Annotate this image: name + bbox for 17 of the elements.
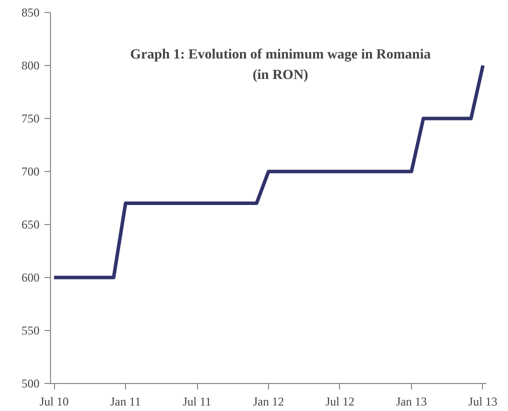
y-tick-label: 850 xyxy=(22,6,40,20)
y-tick-label: 800 xyxy=(22,58,40,72)
x-tick-label: Jan 11 xyxy=(110,394,141,408)
x-tick-label: Jan 13 xyxy=(396,394,427,408)
y-tick-label: 550 xyxy=(22,324,40,338)
text: Graph 1: Evolution of minimum wage in Romania (in RON) xyxy=(130,48,431,84)
x-tick-label: Jul 13 xyxy=(468,394,498,408)
x-tick-label: Jul 12 xyxy=(325,394,354,408)
line-series xyxy=(52,64,485,280)
y-tick-label: 650 xyxy=(22,218,40,232)
y-tick-label: 700 xyxy=(22,164,40,178)
y-tick-label: 600 xyxy=(22,270,40,284)
y-tick-label: 750 xyxy=(22,112,40,126)
x-tick-label: Jul 11 xyxy=(182,394,212,408)
y-tick-label: 500 xyxy=(22,376,40,390)
x-tick-label: Jan 12 xyxy=(253,394,284,408)
x-tick-label: Jul 10 xyxy=(40,394,69,408)
